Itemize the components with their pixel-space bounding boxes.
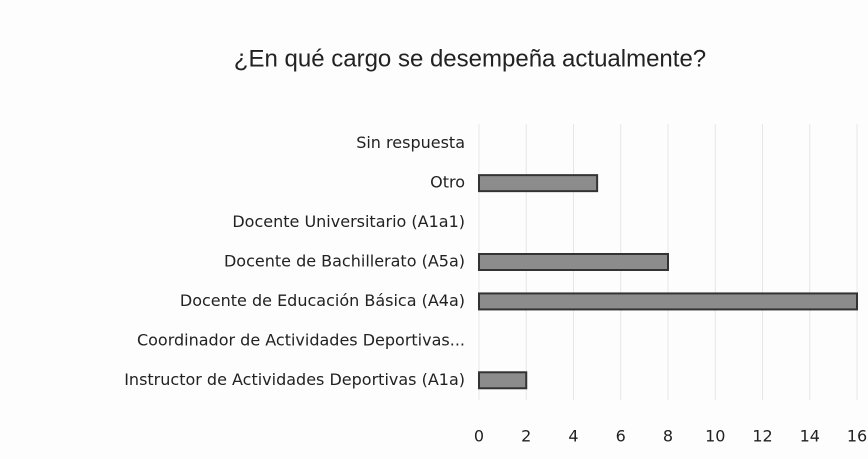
x-tick-label: 6 <box>616 427 626 446</box>
y-tick-label: Otro <box>430 173 465 192</box>
x-tick-label: 4 <box>568 427 578 446</box>
x-tick-label: 12 <box>752 427 772 446</box>
bar <box>478 371 528 390</box>
y-tick-label: Sin respuesta <box>356 133 465 152</box>
y-tick-label: Docente de Educación Básica (A4a) <box>180 291 465 310</box>
x-tick-label: 8 <box>663 427 673 446</box>
bar <box>478 174 599 193</box>
bar <box>478 292 858 311</box>
y-tick-label: Docente Universitario (A1a1) <box>232 212 465 231</box>
x-tick-label: 0 <box>474 427 484 446</box>
x-tick-label: 2 <box>521 427 531 446</box>
y-tick-label: Docente de Bachillerato (A5a) <box>224 252 465 271</box>
x-tick-label: 16 <box>847 427 867 446</box>
y-tick-label: Coordinador de Actividades Deportivas... <box>137 330 465 349</box>
chart-title: ¿En qué cargo se desempeña actualmente? <box>234 45 706 72</box>
x-tick-label: 14 <box>800 427 820 446</box>
x-tick-label: 10 <box>705 427 725 446</box>
bar <box>478 253 669 271</box>
y-tick-label: Instructor de Actividades Deportivas (A1… <box>124 370 465 389</box>
